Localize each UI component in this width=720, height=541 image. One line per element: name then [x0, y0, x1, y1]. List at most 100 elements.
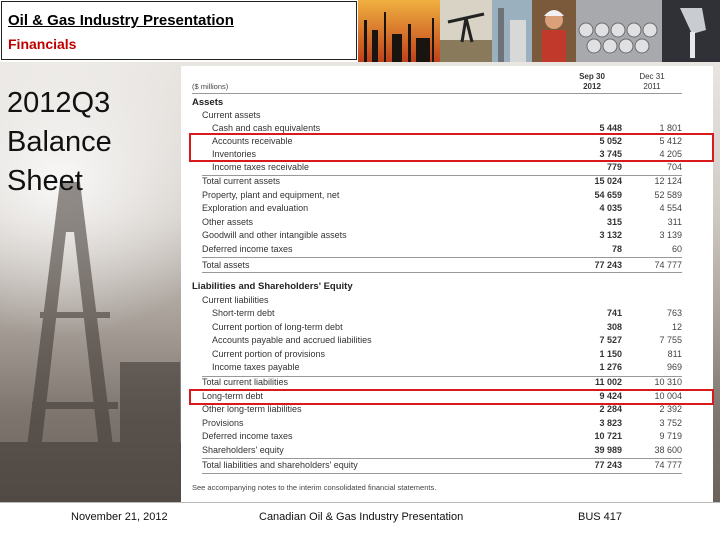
footer-date: November 21, 2012 — [71, 511, 168, 523]
row-label: Exploration and evaluation — [202, 203, 309, 213]
units-label: ($ millions) — [192, 82, 229, 91]
section-subtitle: Financials — [8, 36, 77, 52]
row-label: Income taxes payable — [212, 362, 300, 372]
table-row: Other long-term liabilities 2 284 2 392 — [181, 404, 713, 417]
row-label: Other assets — [202, 217, 254, 227]
assets-heading: Assets — [192, 97, 224, 108]
value-dec-2011: 9 719 — [659, 431, 682, 441]
value-sep-2012: 4 035 — [599, 203, 622, 213]
fuel-nozzle-photo — [662, 0, 720, 62]
row-label: Provisions — [202, 418, 244, 428]
row-rule — [202, 175, 682, 176]
footer-course-code: BUS 417 — [578, 511, 623, 523]
row-label: Property, plant and equipment, net — [202, 190, 340, 200]
oil-worker-photo — [532, 0, 576, 62]
value-dec-2011: 3 752 — [659, 418, 682, 428]
column-header-line: Dec 31 — [639, 72, 665, 81]
table-row: Shareholders' equity 39 989 38 600 — [181, 445, 713, 458]
table-row: Property, plant and equipment, net 54 65… — [181, 190, 713, 203]
value-dec-2011: 7 755 — [659, 335, 682, 345]
row-label: Total current assets — [202, 176, 281, 186]
value-dec-2011: 704 — [666, 162, 682, 172]
row-rule — [202, 376, 682, 377]
table-row: Provisions 3 823 3 752 — [181, 418, 713, 431]
row-label: Total liabilities and shareholders' equi… — [202, 460, 358, 470]
oil-pump-jack-photo — [440, 0, 492, 62]
value-dec-2011: 12 124 — [654, 176, 682, 186]
table-row: Accounts receivable 5 052 5 412 — [181, 136, 713, 149]
value-dec-2011: 811 — [667, 349, 682, 359]
footnote: See accompanying notes to the interim co… — [192, 483, 437, 492]
value-dec-2011: 969 — [666, 362, 682, 372]
total-row: Total assets 77 243 74 777 — [181, 260, 713, 273]
row-label: Total assets — [202, 260, 250, 270]
row-label: Deferred income taxes — [202, 244, 293, 254]
column-header-line: 2011 — [643, 82, 661, 91]
row-label: Other long-term liabilities — [202, 404, 302, 414]
value-sep-2012: 77 243 — [594, 260, 622, 270]
value-sep-2012: 10 721 — [594, 431, 622, 441]
table-row: Short-term debt 741 763 — [181, 308, 713, 321]
slide-title-line: Balance — [7, 126, 112, 158]
row-label: Income taxes receivable — [212, 162, 310, 172]
value-dec-2011: 3 139 — [659, 230, 682, 240]
row-label: Deferred income taxes — [202, 431, 293, 441]
header-photo-strip — [358, 0, 720, 62]
value-dec-2011: 2 392 — [659, 404, 682, 414]
value-sep-2012: 1 150 — [599, 349, 622, 359]
row-label: Current portion of long-term debt — [212, 322, 343, 332]
row-label: Current portion of provisions — [212, 349, 326, 359]
footer-presentation-name: Canadian Oil & Gas Industry Presentation — [259, 511, 464, 523]
liabilities-heading: Liabilities and Shareholders' Equity — [192, 281, 353, 292]
value-sep-2012: 3 823 — [599, 418, 622, 428]
value-sep-2012: 5 448 — [599, 123, 622, 133]
table-row: Cash and cash equivalents 5 448 1 801 — [181, 123, 713, 136]
balance-sheet-table: ($ millions) Sep 30 2012 Dec 31 2011 Ass… — [181, 66, 714, 503]
subsection-heading: Current liabilities — [181, 295, 713, 308]
section-heading: Liabilities and Shareholders' Equity — [181, 281, 713, 294]
refinery-silhouette-photo — [358, 0, 440, 62]
slide-title-line: Sheet — [7, 165, 83, 197]
value-sep-2012: 315 — [606, 217, 622, 227]
presentation-title-box: Oil & Gas Industry Presentation Financia… — [1, 1, 357, 60]
table-row: Total current liabilities 11 002 10 310 — [181, 377, 713, 390]
value-sep-2012: 308 — [606, 322, 622, 332]
subsection-heading: Current assets — [181, 110, 713, 123]
row-rule — [202, 272, 682, 273]
column-header-dec-2011: Dec 31 2011 — [622, 72, 682, 92]
value-dec-2011: 60 — [671, 244, 682, 254]
table-row: Exploration and evaluation 4 035 4 554 — [181, 203, 713, 216]
row-label: Inventories — [212, 149, 257, 159]
table-row: Income taxes payable 1 276 969 — [181, 362, 713, 375]
table-row: Current portion of provisions 1 150 811 — [181, 349, 713, 362]
value-sep-2012: 7 527 — [599, 335, 622, 345]
row-label: Short-term debt — [212, 308, 275, 318]
current-liabilities-heading: Current liabilities — [202, 295, 269, 305]
section-heading: Assets — [181, 97, 713, 110]
value-sep-2012: 779 — [606, 162, 622, 172]
column-header-sep-2012: Sep 30 2012 — [562, 72, 622, 92]
slide-title: 2012Q3 Balance Sheet — [7, 84, 177, 201]
value-dec-2011: 10 004 — [654, 391, 682, 401]
header-rule — [192, 93, 682, 94]
value-sep-2012: 3 745 — [599, 149, 622, 159]
value-sep-2012: 3 132 — [599, 230, 622, 240]
industrial-plant-photo — [492, 0, 532, 62]
value-dec-2011: 38 600 — [654, 445, 682, 455]
value-sep-2012: 1 276 — [599, 362, 622, 372]
slide-title-line: 2012Q3 — [7, 87, 111, 119]
total-row: Total liabilities and shareholders' equi… — [181, 460, 713, 473]
value-sep-2012: 2 284 — [599, 404, 622, 414]
value-dec-2011: 52 589 — [654, 190, 682, 200]
value-sep-2012: 78 — [611, 244, 622, 254]
value-sep-2012: 15 024 — [594, 176, 622, 186]
row-label: Goodwill and other intangible assets — [202, 230, 347, 240]
row-label: Long-term debt — [202, 391, 264, 401]
table-row: Long-term debt 9 424 10 004 — [181, 391, 713, 404]
value-dec-2011: 12 — [671, 322, 682, 332]
column-header-line: 2012 — [583, 82, 601, 91]
table-row: Inventories 3 745 4 205 — [181, 149, 713, 162]
slide-footer: November 21, 2012 Canadian Oil & Gas Ind… — [0, 502, 720, 541]
row-rule — [202, 473, 682, 474]
table-row: Deferred income taxes 78 60 — [181, 244, 713, 257]
